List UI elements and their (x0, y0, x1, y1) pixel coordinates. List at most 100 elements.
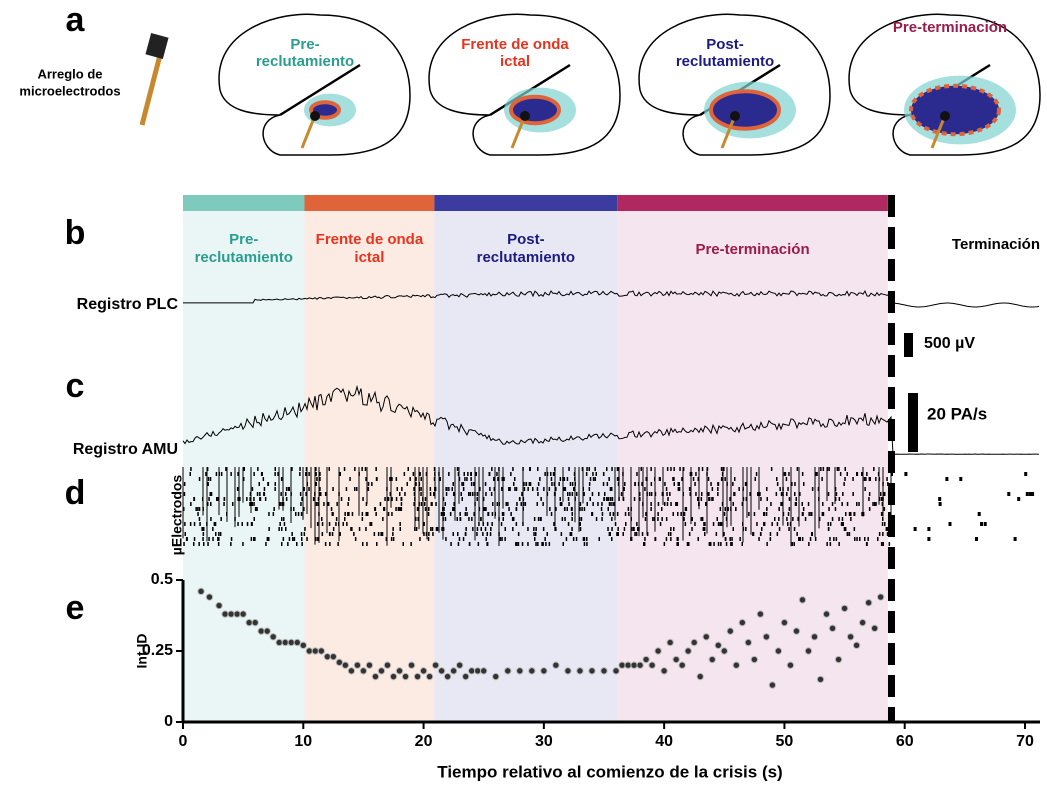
spike (190, 472, 192, 476)
data-point (601, 668, 607, 674)
spike (837, 467, 839, 471)
spike (515, 542, 517, 546)
spike (811, 512, 813, 516)
spike (463, 482, 465, 486)
spike (283, 537, 285, 541)
spike (221, 472, 223, 476)
spike (803, 507, 805, 511)
spike (445, 502, 447, 506)
spike (518, 532, 520, 536)
spike (404, 492, 406, 496)
spike (208, 477, 210, 481)
spike (882, 522, 884, 526)
spike (465, 507, 467, 511)
spike (733, 502, 735, 506)
spike (501, 537, 503, 541)
spike (571, 507, 573, 511)
data-point (228, 611, 234, 617)
data-point (354, 662, 360, 668)
spike (399, 522, 401, 526)
spike (491, 492, 493, 496)
spike (589, 487, 591, 491)
spike (440, 477, 442, 481)
spike (489, 472, 491, 476)
spike (453, 482, 455, 486)
spike (190, 522, 192, 526)
spike (669, 492, 671, 496)
spike (808, 502, 810, 506)
data-point (799, 597, 805, 603)
spike (617, 512, 619, 516)
spike (689, 487, 691, 491)
spike (853, 512, 855, 516)
spike (868, 497, 870, 501)
spike (881, 512, 883, 516)
spike (694, 482, 696, 486)
spike (332, 532, 334, 536)
data-point (781, 619, 787, 625)
spike (313, 497, 315, 501)
spike (431, 502, 433, 506)
spike (608, 507, 610, 511)
spike (344, 512, 346, 516)
spike (704, 532, 706, 536)
spike (286, 497, 288, 501)
spike (223, 502, 225, 506)
spike (281, 527, 283, 531)
spike (1024, 472, 1027, 476)
spike (329, 532, 331, 536)
spike (483, 522, 485, 526)
x-tick-label: 30 (535, 733, 553, 750)
spike (770, 532, 772, 536)
spike (347, 502, 349, 506)
spike (815, 537, 817, 541)
spike (776, 477, 778, 481)
spike (544, 472, 546, 476)
spike (859, 537, 861, 541)
spike (255, 507, 257, 511)
phase-bar (304, 195, 434, 211)
spike (753, 532, 755, 536)
spike (335, 522, 337, 526)
spike (512, 527, 514, 531)
spike (720, 522, 722, 526)
stage-label: Frente de onda (461, 36, 569, 53)
spike (508, 507, 510, 511)
data-point (829, 625, 835, 631)
spike (723, 532, 725, 536)
spike (521, 492, 523, 496)
spike (253, 497, 255, 501)
spike (560, 497, 562, 501)
spike (353, 532, 355, 536)
spike (369, 522, 371, 526)
spike (849, 532, 851, 536)
spike (828, 522, 830, 526)
spike (551, 477, 553, 481)
spike (786, 517, 788, 521)
spike (770, 502, 772, 506)
spike (459, 537, 461, 541)
spike (786, 492, 788, 496)
spike (321, 517, 323, 521)
spike (634, 482, 636, 486)
spike (603, 497, 605, 501)
spike (501, 522, 503, 526)
spike (854, 537, 856, 541)
spike (725, 537, 727, 541)
spike (945, 477, 948, 481)
spike (692, 517, 694, 521)
spike (218, 542, 220, 546)
spike (886, 477, 888, 481)
spike (468, 492, 470, 496)
spike (401, 497, 403, 501)
spike (453, 532, 455, 536)
spike (573, 537, 575, 541)
data-point (769, 682, 775, 688)
spike (316, 477, 318, 481)
spike (445, 517, 447, 521)
spike (535, 527, 537, 531)
spike (428, 537, 430, 541)
spike (725, 507, 727, 511)
spike (325, 492, 327, 496)
spike (590, 477, 592, 481)
